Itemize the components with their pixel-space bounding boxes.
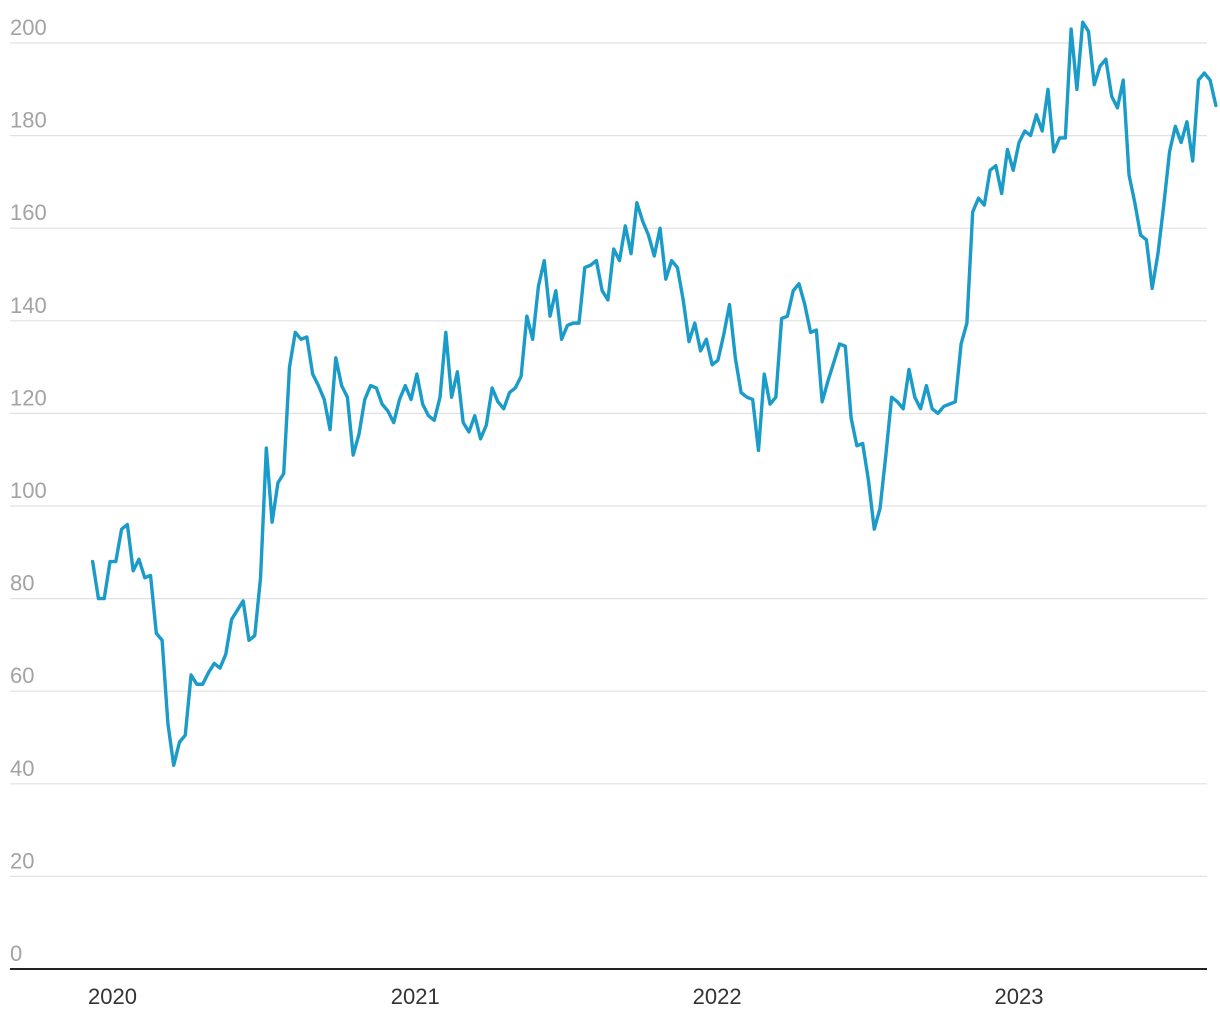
gridlines: [10, 42, 1207, 878]
y-tick-label: 200: [10, 15, 47, 40]
y-tick-label: 60: [10, 663, 34, 688]
y-tick-label: 120: [10, 385, 47, 410]
y-tick-label: 80: [10, 571, 34, 596]
x-tick-label: 2023: [995, 984, 1044, 1009]
x-axis-ticks: 2020 2021 2022 2023: [88, 984, 1043, 1009]
series-group: [90, 20, 1218, 767]
y-tick-label: 0: [10, 941, 22, 966]
y-tick-label: 140: [10, 293, 47, 318]
y-tick-label: 100: [10, 478, 47, 503]
x-tick-label: 2022: [693, 984, 742, 1009]
y-tick-label: 20: [10, 848, 34, 873]
x-tick-label: 2021: [391, 984, 440, 1009]
y-tick-label: 180: [10, 108, 47, 133]
series-line-0: [90, 20, 1218, 767]
y-tick-label: 160: [10, 200, 47, 225]
y-axis-ticks: 0 20 40 60 80 100 120 140 160 180 200: [10, 15, 47, 966]
x-tick-label: 2020: [88, 984, 137, 1009]
y-tick-label: 40: [10, 756, 34, 781]
